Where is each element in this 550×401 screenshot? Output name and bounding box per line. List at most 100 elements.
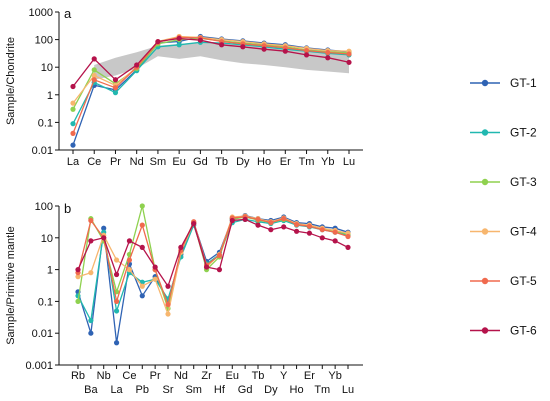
x-tick-label: Lu	[342, 384, 354, 396]
legend-marker	[481, 327, 489, 334]
data-point	[268, 227, 274, 233]
data-point	[345, 233, 351, 240]
y-tick-label: 100	[35, 201, 53, 213]
data-point	[101, 225, 107, 231]
data-point	[113, 308, 120, 314]
legend: GT-1 GT-2 GT-3 GT-4 GT-5 GT-6	[470, 76, 537, 338]
x-tick-label: Nb	[97, 370, 111, 382]
legend-marker	[481, 228, 489, 235]
data-point	[155, 38, 161, 45]
data-point	[203, 264, 210, 270]
data-point	[216, 267, 223, 273]
data-point	[91, 77, 97, 83]
x-tick-label: Ho	[257, 156, 271, 168]
y-tick-label: 1000	[29, 7, 53, 19]
data-point	[113, 340, 120, 346]
data-point	[255, 222, 261, 228]
legend-item-gt-2: GT-2	[470, 126, 537, 140]
legend-item-gt-5: GT-5	[470, 274, 537, 288]
data-point	[126, 267, 133, 273]
data-point	[176, 35, 182, 42]
data-point	[126, 238, 133, 244]
data-point	[70, 121, 76, 127]
x-tick-label: Rb	[71, 370, 85, 382]
x-tick-label: Lu	[343, 156, 355, 168]
data-point	[240, 44, 246, 50]
data-point	[165, 301, 171, 308]
data-point	[112, 90, 119, 96]
data-point	[88, 330, 94, 336]
x-tick-label: Dy	[264, 384, 278, 396]
y-tick-label: 100	[35, 35, 53, 47]
series-line	[77, 215, 349, 317]
x-tick-label: Dy	[236, 156, 250, 168]
data-point	[242, 216, 248, 222]
data-point	[152, 264, 158, 270]
series-line	[77, 214, 349, 343]
data-point	[303, 52, 310, 58]
data-point	[325, 55, 331, 61]
data-point	[70, 142, 76, 148]
x-tick-label: Tb	[252, 370, 265, 382]
x-tick-label: Yb	[321, 156, 334, 168]
x-tick-label: Tm	[314, 384, 330, 396]
data-point	[91, 56, 97, 62]
data-point	[112, 85, 119, 91]
y-tick-label: 0.1	[38, 117, 53, 129]
legend-item-gt-1: GT-1	[470, 76, 537, 90]
series-line	[77, 218, 349, 288]
series-line	[72, 36, 350, 134]
x-tick-label: Sm	[150, 156, 167, 168]
y-tick-label: 1	[47, 90, 53, 102]
data-point	[88, 270, 94, 276]
x-tick-label: Ce	[87, 156, 101, 168]
x-tick-label: Zr	[201, 370, 212, 382]
data-point	[176, 42, 182, 48]
series-gt-6	[75, 216, 351, 289]
data-point	[306, 223, 313, 229]
data-point	[165, 283, 171, 289]
data-point	[191, 220, 197, 227]
data-point	[293, 228, 300, 234]
data-point	[75, 267, 81, 273]
y-axis-title: Sample/Chondrite	[5, 37, 17, 125]
data-point	[75, 298, 81, 304]
data-point	[229, 217, 235, 224]
data-point	[70, 100, 76, 106]
data-point	[261, 46, 267, 52]
x-tick-label: Pr	[110, 156, 121, 168]
series-line	[77, 216, 349, 307]
legend-item-gt-6: GT-6	[470, 324, 537, 338]
data-point	[282, 48, 288, 54]
data-point	[319, 235, 325, 241]
legend-marker	[481, 178, 489, 186]
legend-marker	[481, 129, 489, 136]
data-point	[139, 283, 145, 289]
series-line	[72, 35, 350, 104]
data-point	[197, 37, 203, 43]
data-point	[303, 47, 310, 54]
data-point	[126, 257, 133, 263]
y-tick-label: 0.1	[38, 296, 53, 308]
x-tick-label: Gd	[238, 384, 253, 396]
x-tick-label: Yb	[328, 370, 341, 382]
legend-label: GT-2	[510, 126, 537, 140]
data-point	[75, 274, 81, 280]
x-tick-label: Nd	[130, 156, 144, 168]
x-tick-label: Tm	[299, 156, 315, 168]
legend-item-gt-3: GT-3	[470, 175, 537, 189]
data-point	[216, 252, 223, 258]
x-tick-label: Eu	[226, 370, 239, 382]
data-point	[219, 42, 225, 48]
y-tick-label: 0.01	[32, 145, 53, 157]
x-tick-label: Pb	[136, 384, 149, 396]
data-point	[332, 229, 338, 235]
series-gt-6	[70, 35, 352, 90]
legend-marker	[481, 79, 489, 87]
x-tick-label: La	[110, 384, 123, 396]
legend-label: GT-4	[510, 225, 537, 239]
data-point	[293, 222, 300, 228]
x-tick-label: Nd	[174, 370, 188, 382]
data-point	[139, 293, 145, 299]
